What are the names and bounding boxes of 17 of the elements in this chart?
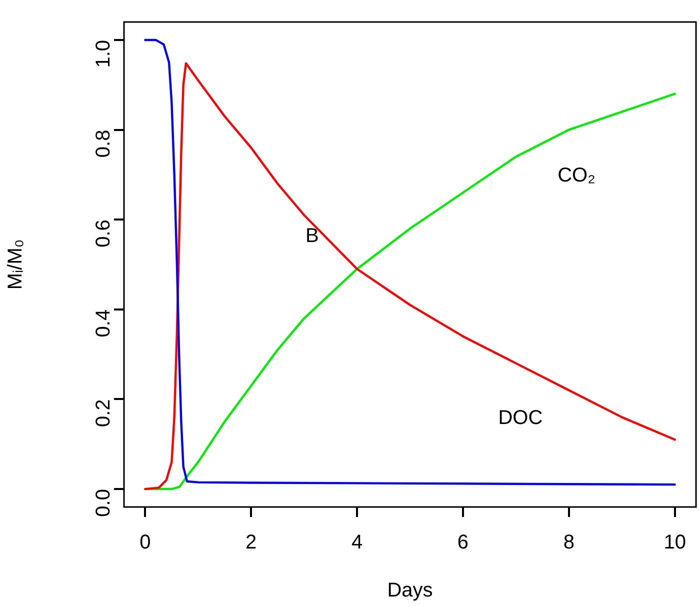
x-tick-label: 6	[457, 532, 469, 554]
x-axis-title: Days	[387, 580, 433, 602]
y-tick-label: 0.2	[92, 399, 115, 428]
y-tick-label: 0.8	[92, 130, 115, 158]
y-tick-label: 0.4	[92, 309, 115, 338]
annotation: B	[306, 224, 319, 247]
annotation: DOC	[498, 406, 543, 429]
y-tick-label: 1.0	[92, 40, 115, 68]
x-tick-label: 4	[351, 532, 363, 554]
x-tick-label: 0	[140, 532, 151, 554]
y-tick-label: 0.6	[92, 220, 115, 248]
annotation: CO₂	[558, 164, 596, 186]
x-tick-label: 10	[664, 532, 686, 554]
x-tick-label: 2	[246, 532, 257, 554]
y-axis-title: Mᵢ/M₀	[4, 239, 27, 290]
y-tick-label: 0.0	[92, 489, 115, 517]
x-tick-label: 8	[563, 532, 574, 554]
